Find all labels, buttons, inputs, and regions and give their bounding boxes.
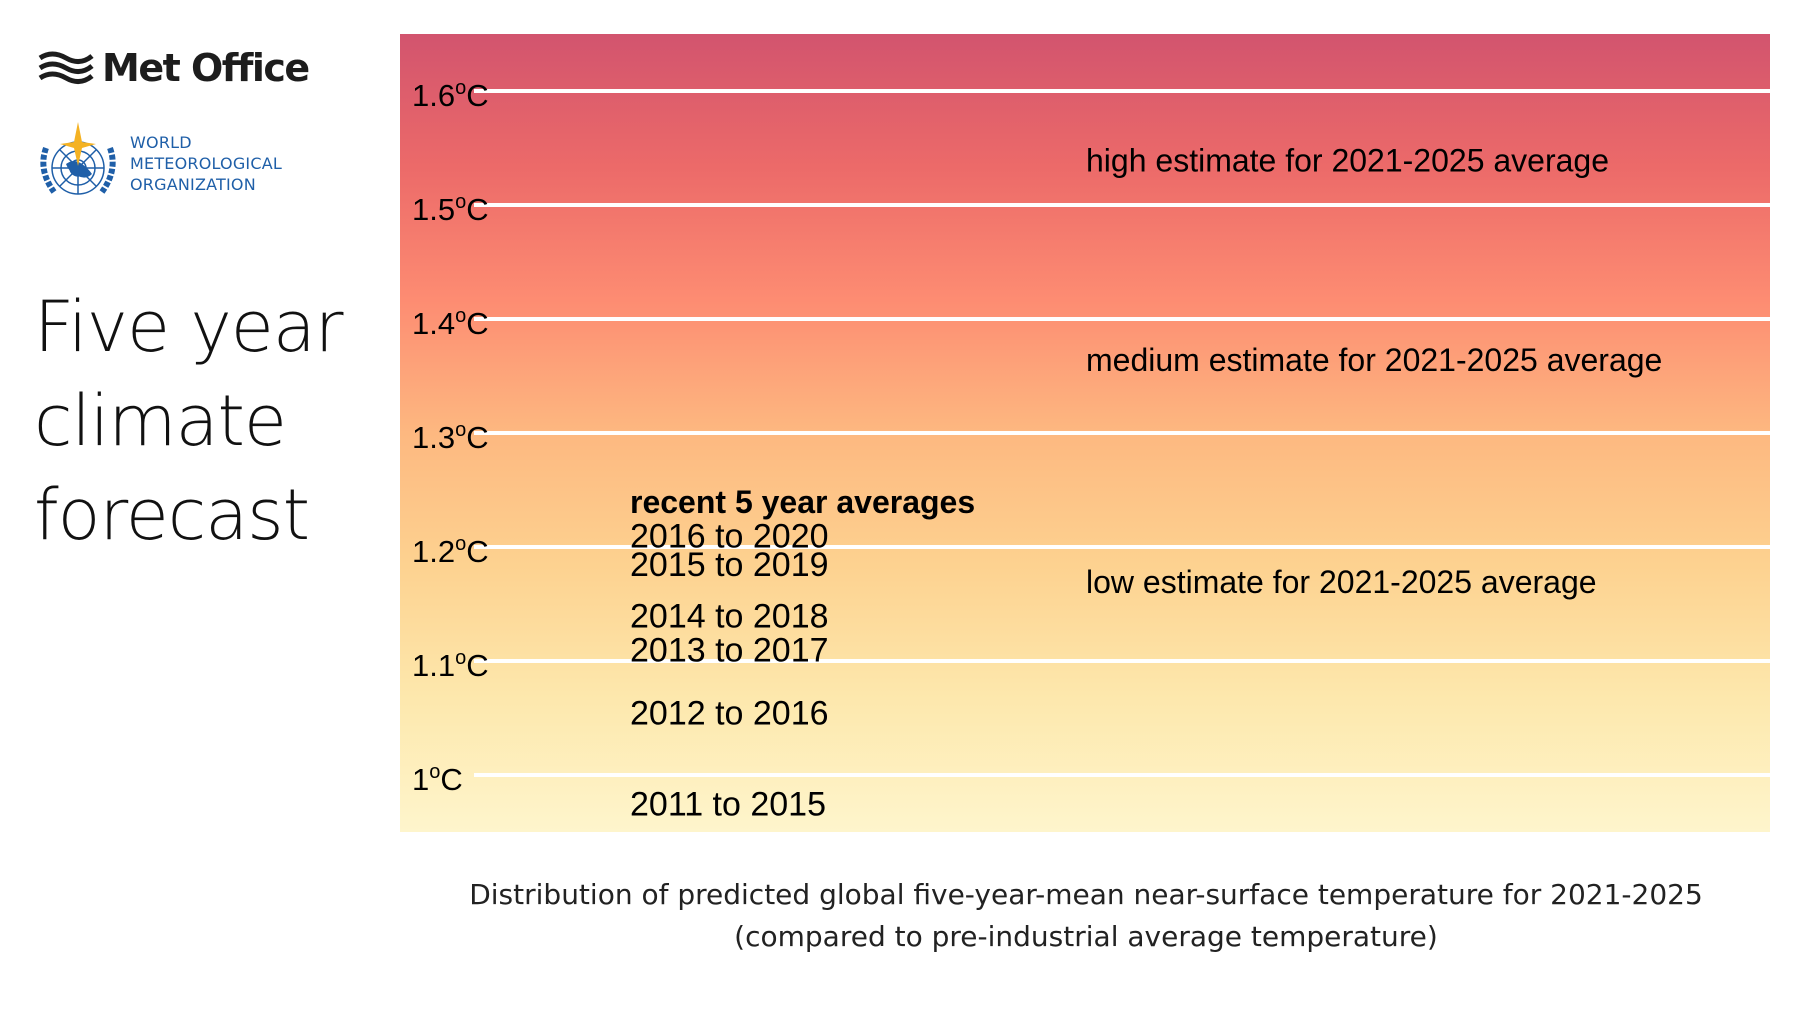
met-office-wordmark: Met Office [102, 46, 310, 90]
estimate-label: high estimate for 2021-2025 average [1086, 142, 1609, 178]
caption-line-1: Distribution of predicted global five-ye… [469, 878, 1703, 911]
met-office-waves-icon [38, 51, 94, 84]
y-tick-label: 1.2oC [412, 533, 489, 569]
wmo-wordmark: WORLD METEOROLOGICAL ORGANIZATION [130, 132, 282, 195]
y-tick-label: 1oC [412, 761, 463, 797]
y-tick-label: 1.5oC [412, 191, 489, 227]
recent-average-label: 2013 to 2017 [630, 632, 829, 670]
y-tick-label: 1.1oC [412, 647, 489, 683]
wmo-logo: WORLD METEOROLOGICAL ORGANIZATION [36, 118, 282, 208]
y-tick-label: 1.3oC [412, 419, 489, 455]
caption-line-2: (compared to pre-industrial average temp… [734, 920, 1438, 953]
wmo-emblem-icon [40, 122, 116, 195]
recent-average-label: 2016 to 2020 [630, 518, 829, 556]
wmo-line-3: ORGANIZATION [130, 174, 256, 194]
recent-average-label: 2011 to 2015 [630, 786, 826, 824]
y-tick-label: 1.6oC [412, 77, 489, 113]
estimate-label: low estimate for 2021-2025 average [1086, 564, 1597, 600]
page-title: Five year climate forecast [34, 280, 344, 562]
recent-average-label: 2014 to 2018 [630, 597, 829, 635]
recent-averages-heading: recent 5 year averages [630, 484, 975, 520]
title-line-3: forecast [34, 474, 310, 556]
title-line-1: Five year [34, 286, 344, 368]
y-tick-label: 1.4oC [412, 305, 489, 341]
met-office-logo: Met Office [38, 46, 310, 90]
recent-average-label: 2012 to 2016 [630, 694, 829, 732]
title-line-2: climate [34, 380, 287, 462]
wmo-line-2: METEOROLOGICAL [130, 153, 282, 173]
recent-average-label: 2015 to 2019 [630, 546, 829, 584]
wmo-line-1: WORLD [130, 132, 192, 152]
estimate-label: medium estimate for 2021-2025 average [1086, 342, 1662, 378]
